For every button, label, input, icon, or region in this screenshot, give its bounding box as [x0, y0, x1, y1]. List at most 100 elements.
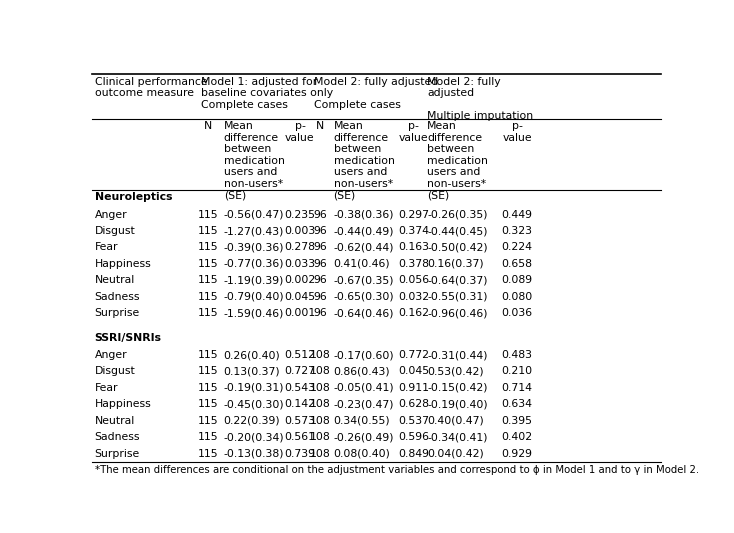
Text: 108: 108 [310, 383, 331, 393]
Text: -0.45(0.30): -0.45(0.30) [224, 399, 284, 409]
Text: Mean
difference
between
medication
users and
non-users*
(SE): Mean difference between medication users… [224, 121, 285, 200]
Text: 0.374: 0.374 [399, 226, 429, 236]
Text: 96: 96 [313, 308, 327, 318]
Text: Surprise: Surprise [95, 448, 140, 458]
Text: -0.05(0.41): -0.05(0.41) [333, 383, 394, 393]
Text: 0.033: 0.033 [284, 259, 316, 269]
Text: -1.59(0.46): -1.59(0.46) [224, 308, 284, 318]
Text: -0.26(0.35): -0.26(0.35) [427, 209, 488, 220]
Text: -0.19(0.31): -0.19(0.31) [224, 383, 284, 393]
Text: Model 1: adjusted for
baseline covariates only
Complete cases: Model 1: adjusted for baseline covariate… [201, 77, 333, 110]
Text: 0.41(0.46): 0.41(0.46) [333, 259, 390, 269]
Text: -0.23(0.47): -0.23(0.47) [333, 399, 394, 409]
Text: 0.512: 0.512 [285, 350, 316, 360]
Text: -0.17(0.60): -0.17(0.60) [333, 350, 394, 360]
Text: 0.210: 0.210 [501, 366, 533, 376]
Text: -0.64(0.46): -0.64(0.46) [333, 308, 394, 318]
Text: 115: 115 [197, 243, 218, 253]
Text: 0.045: 0.045 [398, 366, 429, 376]
Text: 96: 96 [313, 209, 327, 220]
Text: 115: 115 [197, 350, 218, 360]
Text: 0.395: 0.395 [502, 416, 533, 426]
Text: 115: 115 [197, 399, 218, 409]
Text: 0.001: 0.001 [284, 308, 316, 318]
Text: 96: 96 [313, 292, 327, 302]
Text: 96: 96 [313, 243, 327, 253]
Text: -0.55(0.31): -0.55(0.31) [427, 292, 488, 302]
Text: 0.04(0.42): 0.04(0.42) [427, 448, 484, 458]
Text: 0.86(0.43): 0.86(0.43) [333, 366, 390, 376]
Text: 0.003: 0.003 [284, 226, 316, 236]
Text: N: N [203, 121, 212, 131]
Text: 115: 115 [197, 226, 218, 236]
Text: -0.31(0.44): -0.31(0.44) [427, 350, 488, 360]
Text: 0.727: 0.727 [285, 366, 316, 376]
Text: 0.449: 0.449 [502, 209, 533, 220]
Text: 0.658: 0.658 [502, 259, 533, 269]
Text: p-
value: p- value [399, 121, 429, 143]
Text: SSRI/SNRIs: SSRI/SNRIs [95, 333, 161, 343]
Text: Model 2: fully
adjusted

Multiple imputation: Model 2: fully adjusted Multiple imputat… [427, 77, 534, 122]
Text: 0.53(0.42): 0.53(0.42) [427, 366, 484, 376]
Text: Mean
difference
between
medication
users and
non-users*
(SE): Mean difference between medication users… [333, 121, 394, 200]
Text: -0.38(0.36): -0.38(0.36) [333, 209, 394, 220]
Text: 0.543: 0.543 [285, 383, 316, 393]
Text: Neutral: Neutral [95, 416, 135, 426]
Text: 0.483: 0.483 [502, 350, 533, 360]
Text: 108: 108 [310, 448, 331, 458]
Text: 0.089: 0.089 [501, 276, 533, 285]
Text: -0.20(0.34): -0.20(0.34) [224, 432, 284, 442]
Text: -0.56(0.47): -0.56(0.47) [224, 209, 284, 220]
Text: 0.596: 0.596 [399, 432, 429, 442]
Text: 0.235: 0.235 [285, 209, 316, 220]
Text: 0.297: 0.297 [399, 209, 429, 220]
Text: 115: 115 [197, 448, 218, 458]
Text: 115: 115 [197, 308, 218, 318]
Text: -0.15(0.42): -0.15(0.42) [427, 383, 488, 393]
Text: Fear: Fear [95, 243, 118, 253]
Text: Disgust: Disgust [95, 366, 135, 376]
Text: 115: 115 [197, 276, 218, 285]
Text: 0.34(0.55): 0.34(0.55) [333, 416, 390, 426]
Text: -0.19(0.40): -0.19(0.40) [427, 399, 488, 409]
Text: -0.44(0.49): -0.44(0.49) [333, 226, 394, 236]
Text: 0.142: 0.142 [285, 399, 316, 409]
Text: -0.96(0.46): -0.96(0.46) [427, 308, 488, 318]
Text: -0.77(0.36): -0.77(0.36) [224, 259, 284, 269]
Text: 0.08(0.40): 0.08(0.40) [333, 448, 390, 458]
Text: 96: 96 [313, 226, 327, 236]
Text: 0.911: 0.911 [399, 383, 429, 393]
Text: 115: 115 [197, 416, 218, 426]
Text: 0.032: 0.032 [398, 292, 429, 302]
Text: -1.27(0.43): -1.27(0.43) [224, 226, 284, 236]
Text: Clinical performance
outcome measure: Clinical performance outcome measure [95, 77, 207, 98]
Text: 0.628: 0.628 [399, 399, 429, 409]
Text: -1.19(0.39): -1.19(0.39) [224, 276, 284, 285]
Text: 0.162: 0.162 [399, 308, 429, 318]
Text: 0.849: 0.849 [399, 448, 429, 458]
Text: 0.163: 0.163 [399, 243, 429, 253]
Text: 0.929: 0.929 [502, 448, 533, 458]
Text: 0.26(0.40): 0.26(0.40) [224, 350, 280, 360]
Text: p-
value: p- value [285, 121, 315, 143]
Text: Fear: Fear [95, 383, 118, 393]
Text: Happiness: Happiness [95, 399, 151, 409]
Text: 0.634: 0.634 [502, 399, 533, 409]
Text: -0.13(0.38): -0.13(0.38) [224, 448, 284, 458]
Text: 96: 96 [313, 276, 327, 285]
Text: -0.64(0.37): -0.64(0.37) [427, 276, 488, 285]
Text: 115: 115 [197, 209, 218, 220]
Text: Surprise: Surprise [95, 308, 140, 318]
Text: 0.056: 0.056 [398, 276, 429, 285]
Text: 0.036: 0.036 [501, 308, 533, 318]
Text: 0.16(0.37): 0.16(0.37) [427, 259, 484, 269]
Text: 0.772: 0.772 [399, 350, 429, 360]
Text: 115: 115 [197, 432, 218, 442]
Text: Neuroleptics: Neuroleptics [95, 192, 172, 203]
Text: 0.561: 0.561 [285, 432, 316, 442]
Text: 0.40(0.47): 0.40(0.47) [427, 416, 484, 426]
Text: -0.26(0.49): -0.26(0.49) [333, 432, 394, 442]
Text: Neutral: Neutral [95, 276, 135, 285]
Text: -0.39(0.36): -0.39(0.36) [224, 243, 284, 253]
Text: 0.278: 0.278 [285, 243, 316, 253]
